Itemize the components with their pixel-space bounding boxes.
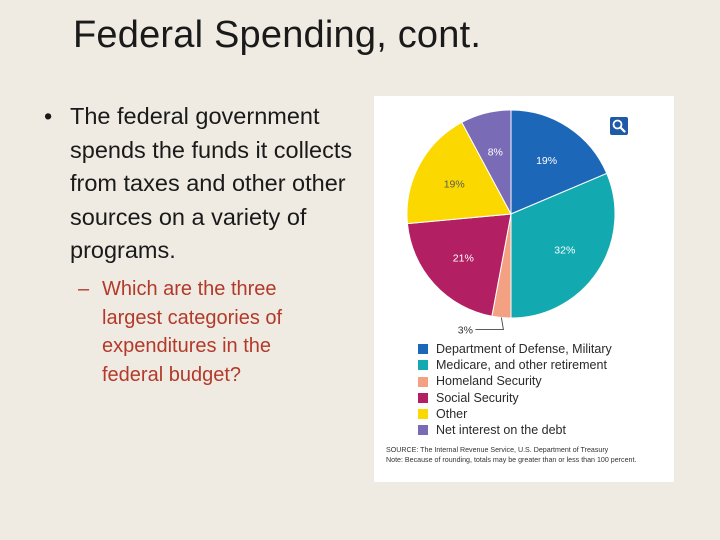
slice-value-label: 3% bbox=[458, 325, 473, 336]
pie-slice bbox=[510, 172, 616, 319]
legend-item: Net interest on the debt bbox=[418, 422, 612, 438]
legend-item: Homeland Security bbox=[418, 373, 612, 389]
legend-label: Net interest on the debt bbox=[436, 423, 566, 438]
pie-slice bbox=[406, 121, 512, 225]
slide-title: Federal Spending, cont. bbox=[73, 14, 482, 56]
main-bullet: • The federal government spends the fund… bbox=[44, 100, 362, 268]
source-text: SOURCE: The Internal Revenue Service, U.… bbox=[386, 446, 609, 454]
legend-label: Homeland Security bbox=[436, 374, 542, 389]
slice-value-label: 8% bbox=[488, 147, 503, 159]
bullet-dash: – bbox=[78, 278, 90, 300]
main-bullet-text: The federal government spends the funds … bbox=[70, 103, 353, 263]
legend-swatch bbox=[418, 392, 428, 403]
chart-legend: Department of Defense, Military Medicare,… bbox=[418, 341, 612, 438]
legend-swatch bbox=[418, 408, 428, 419]
legend-swatch bbox=[418, 360, 428, 371]
legend-item: Department of Defense, Military bbox=[418, 341, 612, 357]
sub-bullet: – Which are the three largest categories… bbox=[78, 275, 310, 389]
legend-swatch bbox=[418, 376, 428, 387]
magnifier-icon bbox=[612, 119, 626, 133]
pie-slice bbox=[461, 109, 512, 215]
zoom-button[interactable] bbox=[610, 117, 628, 135]
slice-value-label: 19% bbox=[444, 179, 465, 191]
slice-value-label: 21% bbox=[453, 252, 474, 264]
legend-swatch bbox=[418, 425, 428, 436]
sub-bullet-text: Which are the three largest categories o… bbox=[102, 278, 283, 386]
pie-slice bbox=[406, 213, 512, 317]
slice-value-label: 19% bbox=[536, 155, 557, 167]
chart-source: SOURCE: The Internal Revenue Service, U.… bbox=[386, 445, 670, 465]
legend-item: Other bbox=[418, 406, 612, 422]
legend-item: Medicare, and other retirement bbox=[418, 357, 612, 373]
legend-swatch bbox=[418, 344, 428, 355]
pie-chart: 19% 32% 3% 21% 19% 8% bbox=[406, 109, 616, 336]
note-text: Note: Because of rounding, totals may be… bbox=[386, 456, 637, 464]
pie-slice bbox=[510, 109, 608, 215]
legend-label: Social Security bbox=[436, 390, 519, 405]
leader-line bbox=[475, 317, 504, 331]
slice-value-label: 32% bbox=[554, 245, 575, 257]
legend-item: Social Security bbox=[418, 390, 612, 406]
legend-label: Medicare, and other retirement bbox=[436, 358, 607, 373]
legend-label: Department of Defense, Military bbox=[436, 342, 612, 356]
bullet-dot: • bbox=[44, 103, 53, 129]
pie-chart-figure: 19% 32% 3% 21% 19% 8% Department of Defense, … bbox=[374, 96, 674, 482]
legend-label: Other bbox=[436, 406, 468, 421]
